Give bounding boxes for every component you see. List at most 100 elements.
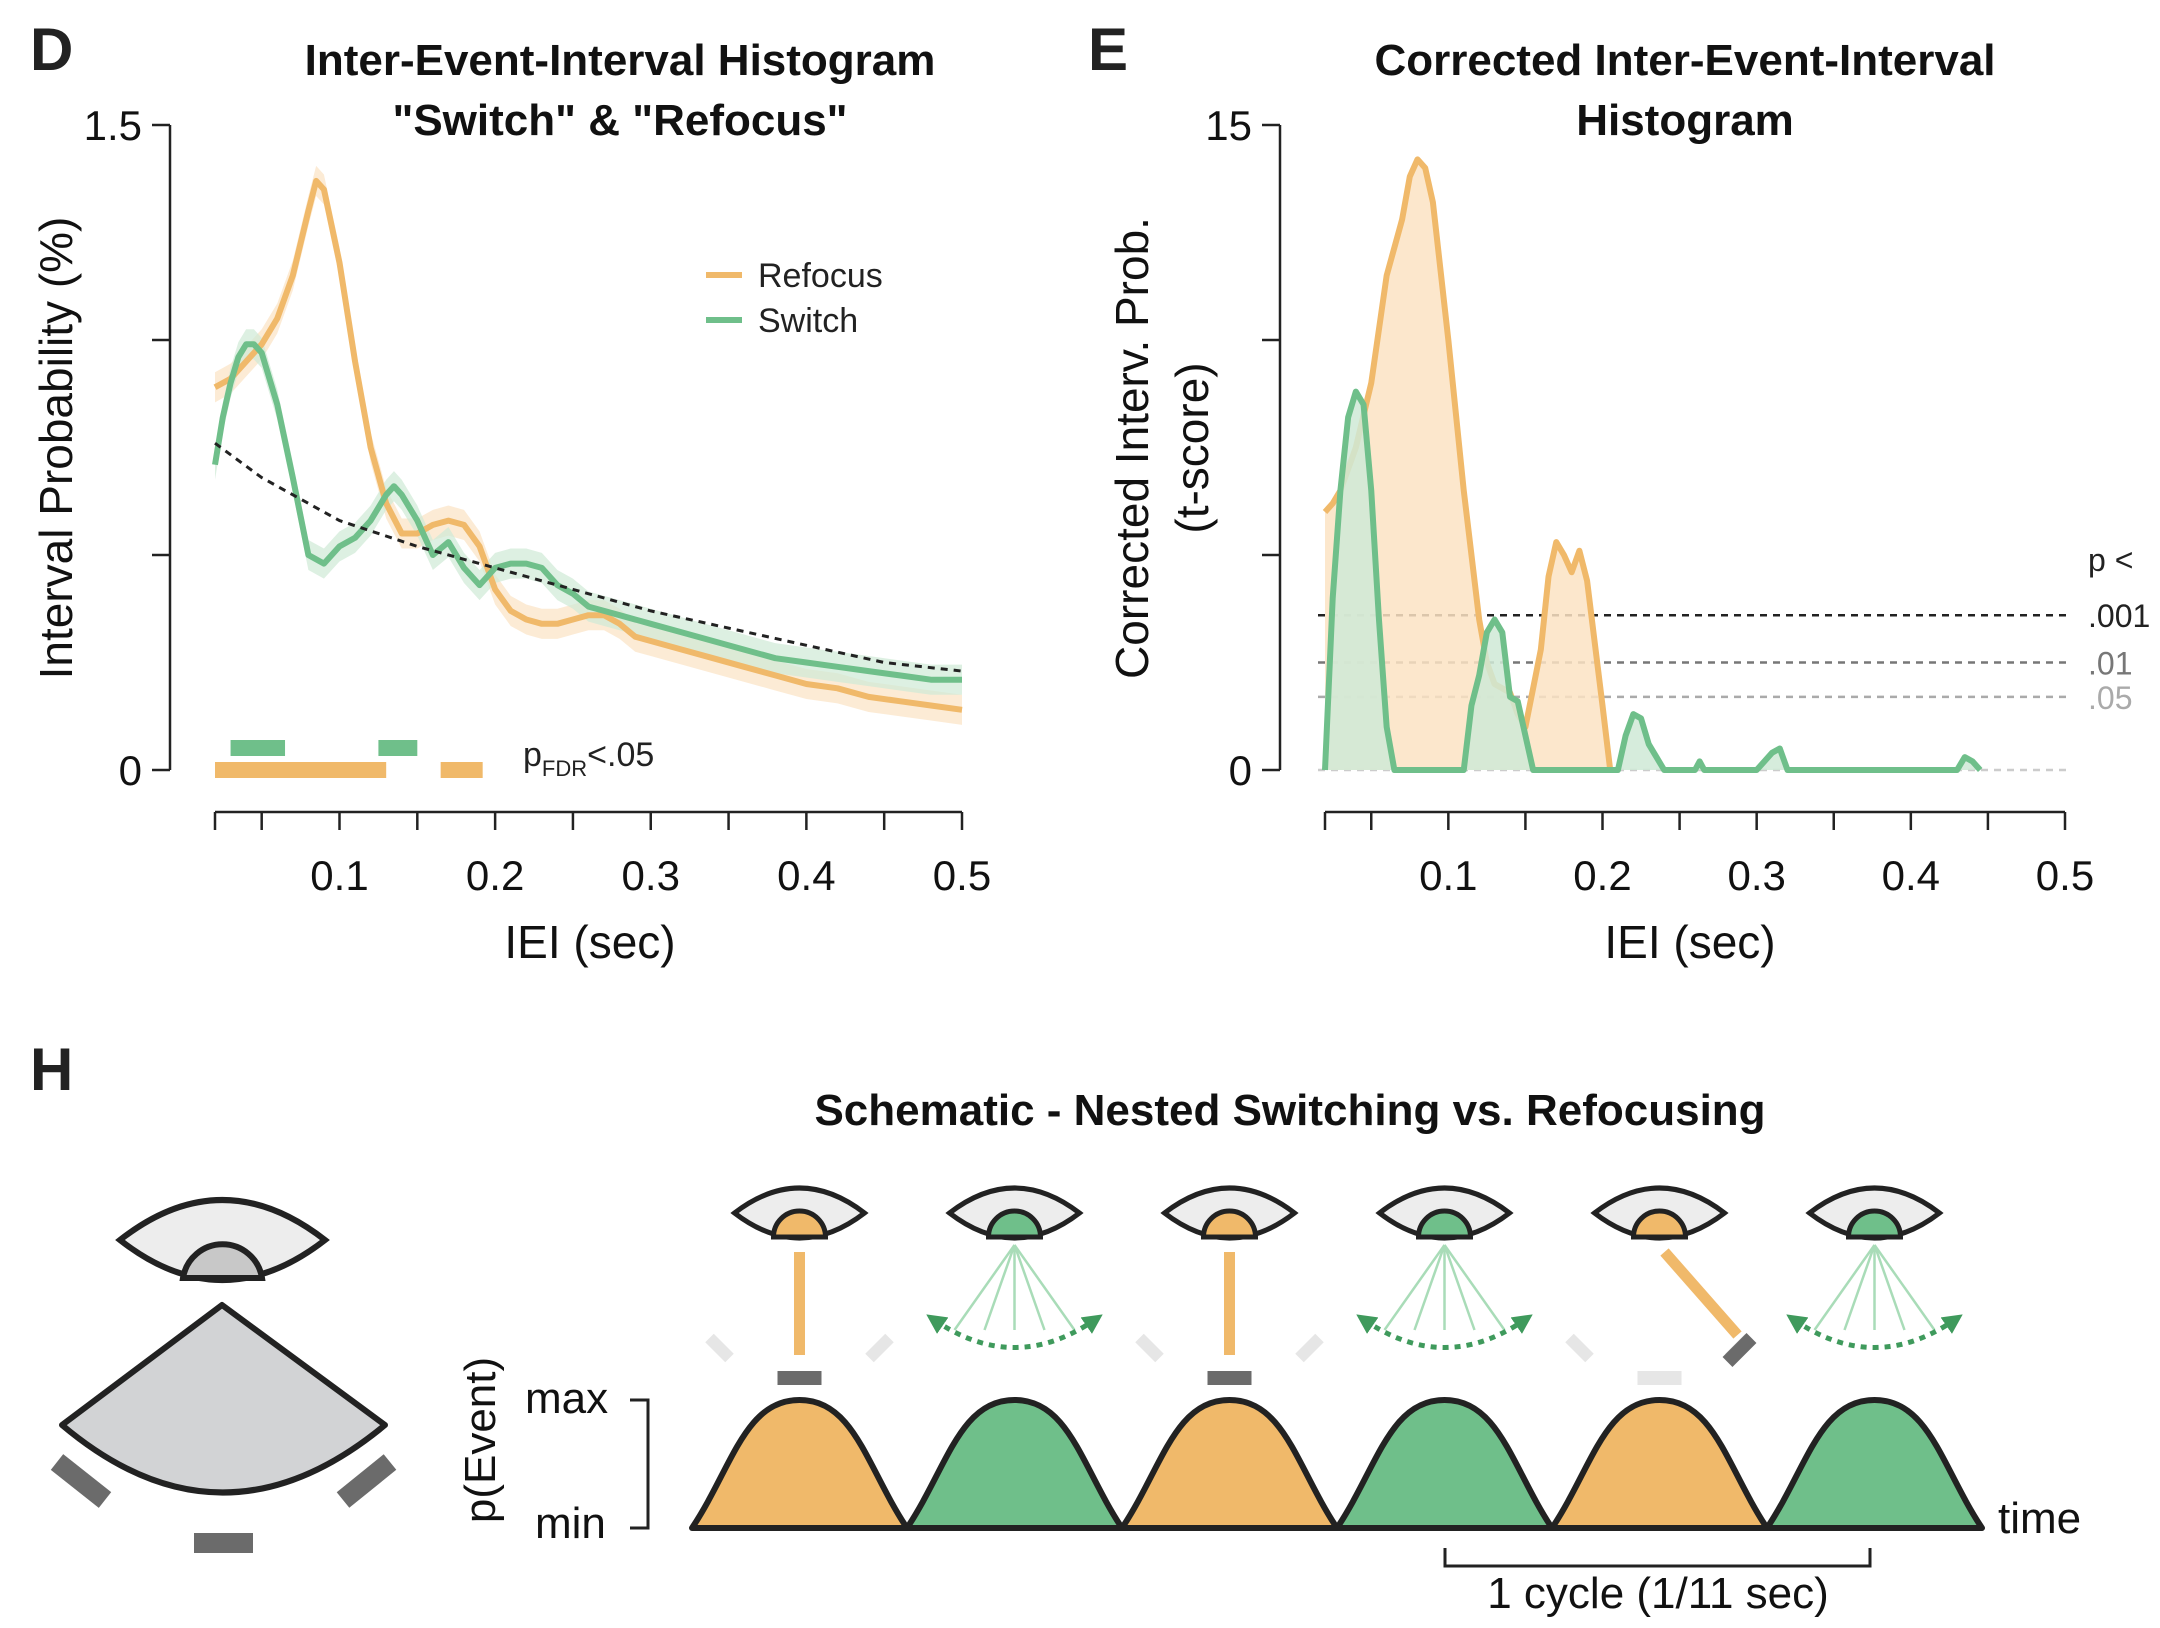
d-legend-switch: Switch [758,302,858,340]
e-x-ticks: 0.1 0.2 0.3 0.4 0.5 [1323,812,2094,899]
e-series-areas [1322,156,1983,773]
cycle-6-switch [1764,1185,1985,1531]
d-sig-bar-refocus [440,762,483,778]
e-p-level-label: .001 [2088,598,2150,634]
faded-target-left [705,1333,734,1363]
e-x-tick-label: 0.2 [1573,852,1631,899]
schematic-time-label: time [1998,1494,2081,1543]
d-x-tick-label: 0.4 [777,852,835,899]
eye-iris-icon [1845,1208,1904,1240]
d-sig-bar-switch [378,740,418,756]
event-probability-hump [904,1397,1125,1531]
d-x-tick-label: 0.3 [622,852,680,899]
eye-iris-icon [1415,1208,1474,1240]
panel-d-title-line2: "Switch" & "Refocus" [392,96,847,145]
panel-h-letter: H [30,1036,73,1103]
d-line-refocus [213,177,963,713]
d-band-switch [215,329,962,695]
d-legend: Refocus Switch [706,257,883,340]
event-probability-hump [1119,1397,1340,1531]
d-sig-label: pFDR<.05 [523,736,654,781]
d-sig-label-main: p [523,736,542,774]
panel-e: E Corrected Inter-Event-Interval Histogr… [1088,16,2150,968]
schematic-max-label: max [525,1374,608,1423]
e-x-tick-label: 0.5 [2036,852,2094,899]
attention-beam [1660,1248,1742,1339]
e-x-tick-label: 0.1 [1419,852,1477,899]
e-area-switch [1325,391,1981,770]
e-area-refocus [1325,159,1611,770]
event-probability-hump [1764,1397,1985,1531]
schematic-y-label: p(Event) [456,1357,505,1523]
schematic-range-bracket [630,1398,650,1530]
e-y-axis-label-line1: Corrected Interv. Prob. [1106,217,1158,679]
eye-iris-icon [770,1208,829,1240]
panel-d-letter: D [30,16,73,83]
panel-e-title-line1: Corrected Inter-Event-Interval [1374,36,1995,85]
scan-ray [1843,1244,1876,1331]
switch-arrow-icon [1786,1314,1963,1350]
target-right-bar [336,1454,397,1508]
e-x-tick-label: 0.4 [1882,852,1940,899]
d-sig-label-tail: <.05 [587,736,654,774]
scan-ray [1383,1244,1446,1331]
d-sig-bar-switch [230,740,286,756]
eye-iris-icon [985,1208,1044,1240]
d-y-tick-label: 0 [119,747,142,794]
faded-target-left [1135,1333,1164,1363]
e-y-ticks: 0 15 [1205,102,1280,794]
event-probability-hump [689,1397,910,1531]
d-line-switch [212,341,962,683]
event-probability-hump [1334,1397,1555,1531]
e-y-tick-label: 0 [1229,747,1252,794]
scan-ray [1013,1244,1046,1331]
d-x-tick-label: 0.2 [466,852,524,899]
scan-ray [1813,1244,1876,1331]
d-sig-bar-refocus [215,762,387,778]
d-x-tick-label: 0.5 [933,852,991,899]
d-x-axis-label: IEI (sec) [504,916,675,968]
e-p-level-label: .05 [2088,680,2132,716]
cycle-4-switch [1334,1185,1555,1531]
e-x-axis-label: IEI (sec) [1604,916,1775,968]
scan-ray [1013,1244,1076,1331]
cycle-label: 1 cycle (1/11 sec) [1487,1569,1829,1618]
scan-ray [1443,1244,1476,1331]
cycle-3-refocus [1119,1185,1340,1531]
scan-ray [1443,1244,1506,1331]
cycle-2-switch [904,1185,1125,1531]
scan-ray [983,1244,1016,1331]
scan-ray [1873,1244,1936,1331]
d-y-tick-label: 1.5 [84,102,142,149]
schematic-cycles [689,1185,1985,1531]
e-y-tick-label: 15 [1205,102,1252,149]
panel-d-title-line1: Inter-Event-Interval Histogram [305,36,936,85]
d-significance-bars [215,740,483,778]
cycle-1-refocus [689,1185,910,1531]
d-series-lines [212,177,963,713]
target-left-bar [50,1454,112,1508]
switch-arrow-icon [1356,1314,1533,1350]
fov-schematic [50,1197,397,1553]
scan-ray [1873,1244,1906,1331]
cycle-bracket [1443,1548,1872,1568]
panel-h-title: Schematic - Nested Switching vs. Refocus… [814,1086,1765,1135]
d-y-ticks: 01.5 [84,102,170,794]
scan-ray [953,1244,1016,1331]
d-band-refocus [215,165,962,725]
field-of-view-cone [59,1302,388,1496]
panel-e-title-line2: Histogram [1576,96,1794,145]
event-probability-hump [1549,1397,1770,1531]
e-p-level-label: .01 [2088,646,2132,682]
panel-h: H Schematic - Nested Switching vs. Refoc… [30,1036,2081,1618]
e-threshold-labels: p < .001 .01.05 [2088,542,2150,716]
e-line-switch [1322,388,1983,773]
faded-target-right [1295,1333,1324,1363]
faded-target-left [1565,1333,1594,1363]
d-x-ticks: 0.1 0.2 0.3 0.4 0.5 [213,812,991,899]
schematic-min-label: min [535,1499,606,1548]
cycle-5-refocus [1549,1185,1770,1531]
attended-target [1722,1333,1757,1367]
d-sig-label-sub: FDR [542,756,587,781]
